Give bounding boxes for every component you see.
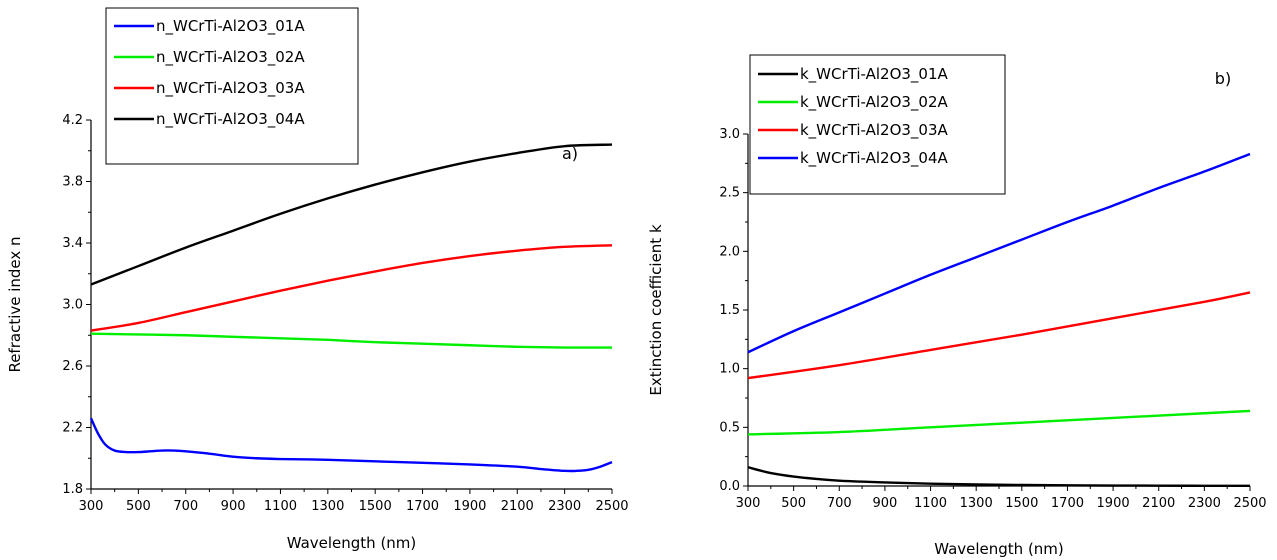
panel-label: b)	[1215, 69, 1231, 88]
x-tick-label: 1900	[453, 499, 486, 514]
legend-entry: k_WCrTi-Al2O3_03A	[800, 121, 949, 140]
legend-entry: n_WCrTi-Al2O3_04A	[156, 110, 305, 129]
legend-entry: n_WCrTi-Al2O3_01A	[156, 17, 305, 36]
series-line	[89, 417, 613, 473]
y-tick-label: 3.0	[719, 127, 740, 142]
y-tick-label: 1.5	[719, 303, 740, 318]
y-tick-label: 4.2	[62, 113, 83, 128]
x-tick-label: 300	[736, 496, 761, 511]
x-tick-label: 900	[872, 496, 897, 511]
y-tick-label: 3.8	[62, 175, 83, 190]
panel-a-refractive-index: 300 500 700 900 1100 1300 1500 1700 1900 2100 2300…	[6, 7, 629, 552]
series-line	[747, 152, 1251, 354]
x-tick-label: 2300	[1188, 496, 1221, 511]
y-tick-label: 2.2	[62, 421, 83, 436]
series-line	[747, 409, 1251, 436]
x-tick-label: 1300	[960, 496, 993, 511]
x-tick-label: 2300	[548, 499, 581, 514]
legend-entry: n_WCrTi-Al2O3_03A	[156, 79, 305, 98]
legend-entry: k_WCrTi-Al2O3_02A	[800, 93, 949, 112]
legend-entry: n_WCrTi-Al2O3_02A	[156, 48, 305, 67]
y-tick-label: 2.6	[62, 359, 83, 374]
legend: k_WCrTi-Al2O3_01A k_WCrTi-Al2O3_02A k_WCrT…	[749, 54, 1006, 195]
y-tick-label: 3.0	[62, 298, 83, 313]
legend-entry: k_WCrTi-Al2O3_04A	[800, 149, 949, 168]
y-tick-label: 1.0	[719, 362, 740, 377]
y-tick-label: 0.5	[719, 420, 740, 435]
x-tick-label: 900	[221, 499, 246, 514]
x-tick-label: 1500	[1005, 496, 1038, 511]
y-tick-label: 1.8	[62, 482, 83, 497]
series-line	[747, 291, 1251, 380]
x-tick-label: 1300	[311, 499, 344, 514]
legend-box	[749, 54, 1006, 195]
x-axis-label: Wavelength (nm)	[934, 540, 1064, 558]
legend-box	[105, 7, 359, 165]
x-tick-label: 1100	[914, 496, 947, 511]
x-tick-label: 2100	[1142, 496, 1175, 511]
x-tick-label: 1900	[1097, 496, 1130, 511]
series-line	[90, 143, 613, 286]
y-axis-label: Extinction coefficient k	[647, 224, 665, 396]
legend: n_WCrTi-Al2O3_01A n_WCrTi-Al2O3_02A n_WCrT…	[105, 7, 359, 165]
legend-entry: k_WCrTi-Al2O3_01A	[800, 65, 949, 84]
y-tick-label: 0.0	[719, 479, 740, 494]
x-tick-label: 1700	[1051, 496, 1084, 511]
x-tick-label: 1700	[406, 499, 439, 514]
x-tick-label: 1100	[264, 499, 297, 514]
y-tick-label: 3.4	[62, 236, 83, 251]
x-tick-label: 500	[781, 496, 806, 511]
series-line	[90, 244, 613, 332]
x-axis-label: Wavelength (nm)	[287, 534, 417, 552]
panel-label: a)	[562, 144, 578, 163]
y-tick-label: 2.0	[719, 244, 740, 259]
x-tick-label: 300	[79, 499, 104, 514]
x-tick-label: 700	[173, 499, 198, 514]
series-line	[747, 466, 1251, 487]
y-tick-label: 2.5	[719, 186, 740, 201]
x-tick-label: 500	[126, 499, 151, 514]
x-tick-label: 2500	[1233, 496, 1266, 511]
panel-b-extinction-coefficient: 300 500 700 900 1100 1300 1500 1700 1900 2100 2300…	[647, 54, 1267, 558]
x-tick-label: 1500	[359, 499, 392, 514]
x-tick-label: 2100	[501, 499, 534, 514]
x-tick-label: 2500	[595, 499, 628, 514]
y-axis-label: Refractive index n	[6, 236, 24, 372]
x-tick-label: 700	[827, 496, 852, 511]
series-line	[90, 332, 613, 349]
